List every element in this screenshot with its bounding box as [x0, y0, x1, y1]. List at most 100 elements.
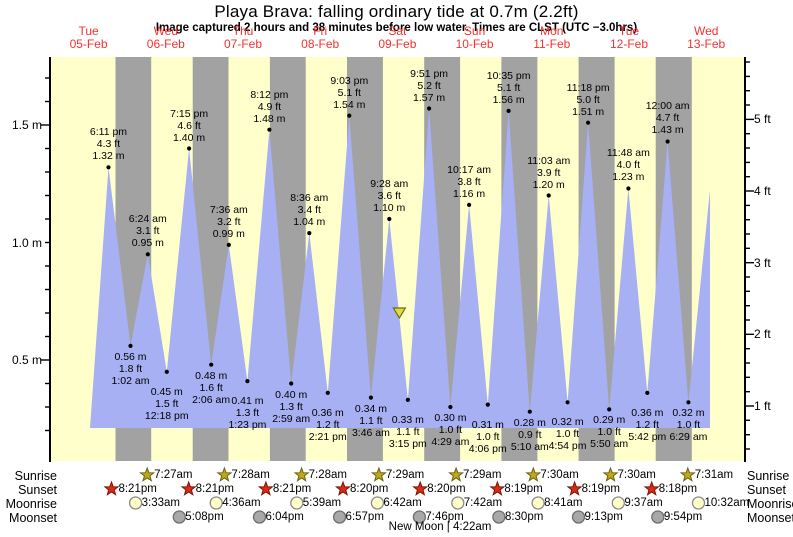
- day-label: Mon 11-Feb: [533, 25, 570, 51]
- tide-label-line: 3.2 ft: [217, 215, 241, 228]
- sunset-time: 8:21pm: [272, 483, 312, 495]
- sunset-time: 8:18pm: [658, 483, 698, 495]
- sunset-star-icon: [643, 480, 660, 496]
- sunset-time: 8:20pm: [427, 483, 466, 495]
- tide-label-line: 4:06 pm: [468, 442, 507, 455]
- moonrise-circle-icon: [531, 496, 545, 510]
- row-label-sunset-right: Sunset: [747, 483, 786, 497]
- tide-label-line: 1.6 ft: [199, 381, 223, 394]
- tide-high-label: 9:28 am 3.6 ft 1.10 m: [370, 178, 408, 214]
- sunset-time: 8:21pm: [118, 483, 157, 495]
- day-of-week: Tue: [618, 24, 640, 38]
- tide-high-label: 7:36 am 3.2 ft 0.99 m: [210, 204, 248, 240]
- tide-label-line: 3.6 ft: [377, 190, 401, 202]
- moonset-time: 5:08pm: [185, 511, 224, 523]
- tide-point-dot: [546, 193, 551, 198]
- tide-label-line: 1:23 pm: [228, 419, 267, 432]
- y-tick-label-ft: 5 ft: [754, 112, 771, 127]
- tide-high-label: 11:18 pm 5.0 ft 1.51 m: [567, 82, 610, 118]
- tide-label-line: 3.8 ft: [457, 175, 481, 188]
- tide-label-line: 1.3 ft: [235, 407, 260, 420]
- tide-label-line: 0.31 m: [471, 418, 504, 431]
- y-tick-label-m: 0.5 m: [11, 353, 42, 367]
- sunset-time: 8:19pm: [504, 483, 543, 495]
- day-label: Wed 13-Feb: [687, 25, 725, 51]
- row-label-moonset-right: Moonset: [747, 511, 793, 525]
- row-label-sunrise-left: Sunrise: [14, 469, 57, 483]
- sunrise-star-icon: [139, 466, 156, 482]
- y-tick-label-m: 1.0 m: [11, 235, 42, 250]
- moonrise-time: 9:37am: [624, 497, 663, 509]
- moonrise-time: 7:42am: [463, 497, 503, 509]
- tide-low-label: 0.30 m 1.0 ft 4:29 am: [431, 412, 469, 448]
- tide-label-line: 7:15 pm: [170, 107, 209, 120]
- y-tick-label-ft: 1 ft: [754, 399, 771, 413]
- moonset-circle-icon: [412, 510, 427, 524]
- tide-label-line: 1.40 m: [173, 131, 206, 144]
- day-of-week: Sun: [463, 24, 486, 38]
- moonset-circle-icon: [492, 510, 506, 524]
- tide-high-label: 6:24 am 3.1 ft 0.95 m: [129, 213, 167, 249]
- tide-label-line: 5.2 ft: [417, 79, 441, 92]
- tide-point-dot: [607, 407, 612, 412]
- tide-point-dot: [106, 165, 111, 170]
- tide-label-line: 5:50 am: [590, 438, 629, 451]
- tide-label-line: 0.32 m: [551, 416, 584, 429]
- tide-low-label: 0.28 m 0.9 ft 5:10 am: [511, 417, 549, 453]
- tide-label-line: 1.2 ft: [316, 418, 340, 431]
- tide-point-dot: [267, 127, 272, 132]
- tide-label-line: 10:35 pm: [486, 69, 531, 82]
- tide-label-line: 0.32 m: [672, 407, 705, 420]
- tide-label-line: 1.0 ft: [597, 426, 621, 439]
- sunrise-star-icon: [293, 466, 310, 482]
- tide-point-dot: [187, 146, 192, 151]
- tide-label-line: 4.6 ft: [177, 119, 201, 132]
- tide-label-line: 0.9 ft: [518, 428, 542, 441]
- tide-label-line: 0.45 m: [150, 385, 183, 398]
- tide-label-line: 7:36 am: [209, 203, 248, 216]
- tide-point-dot: [626, 186, 631, 191]
- sunrise-star-icon: [602, 466, 619, 482]
- day-date: 13-Feb: [687, 37, 726, 51]
- tide-label-line: 0.33 m: [391, 413, 424, 426]
- moonset-circle-icon: [651, 510, 665, 524]
- tide-point-dot: [226, 242, 231, 247]
- sunset-time: 8:20pm: [349, 483, 389, 495]
- moonrise-time: 4:36am: [222, 497, 261, 509]
- moonset-time: 7:46pm: [425, 511, 464, 523]
- tide-point-dot: [145, 252, 150, 257]
- moonrise-circle-icon: [611, 496, 625, 510]
- sunrise-star-icon: [216, 466, 233, 482]
- tide-label-line: 9:51 pm: [410, 67, 449, 80]
- tide-label-line: 1.56 m: [492, 93, 525, 106]
- moonset-time: 8:30pm: [504, 511, 544, 523]
- tide-label-line: 4.9 ft: [257, 100, 282, 113]
- tide-label-line: 1.0 ft: [676, 419, 701, 432]
- sunset-star-icon: [566, 480, 583, 496]
- tide-label-line: 5.0 ft: [576, 93, 600, 106]
- sunrise-time: 7:30am: [617, 469, 656, 481]
- moonrise-time: 8:41am: [544, 497, 583, 509]
- tide-high-label: 11:03 am 3.9 ft 1.20 m: [527, 155, 570, 191]
- tide-label-line: 0.36 m: [631, 406, 664, 419]
- moon-phase-label: New Moon | 4:22am: [388, 521, 492, 533]
- tide-area: [90, 108, 710, 428]
- sunrise-time: 7:28am: [308, 469, 347, 481]
- row-label-sunset-left: Sunset: [18, 483, 57, 497]
- current-time-marker-icon: [392, 307, 407, 320]
- tide-high-label: 6:11 pm 4.3 ft 1.32 m: [90, 126, 127, 162]
- tide-label-line: 1.16 m: [453, 187, 486, 200]
- row-label-moonrise-left: Moonrise: [5, 497, 57, 511]
- tide-point-dot: [506, 108, 511, 113]
- tide-label-line: 3:15 pm: [388, 437, 427, 450]
- tide-point-dot: [128, 343, 133, 348]
- tide-high-label: 12:00 am 4.7 ft 1.43 m: [646, 100, 690, 136]
- tide-label-line: 6:24 am: [128, 213, 167, 226]
- page-subtitle: Image captured 2 hours and 38 minutes be…: [155, 22, 638, 34]
- day-date: 05-Feb: [69, 37, 108, 51]
- day-of-week: Wed: [693, 24, 719, 38]
- tide-point-dot: [467, 202, 472, 207]
- day-of-week: Tue: [78, 24, 99, 38]
- tide-point-dot: [645, 390, 650, 395]
- tide-point-dot: [405, 397, 410, 402]
